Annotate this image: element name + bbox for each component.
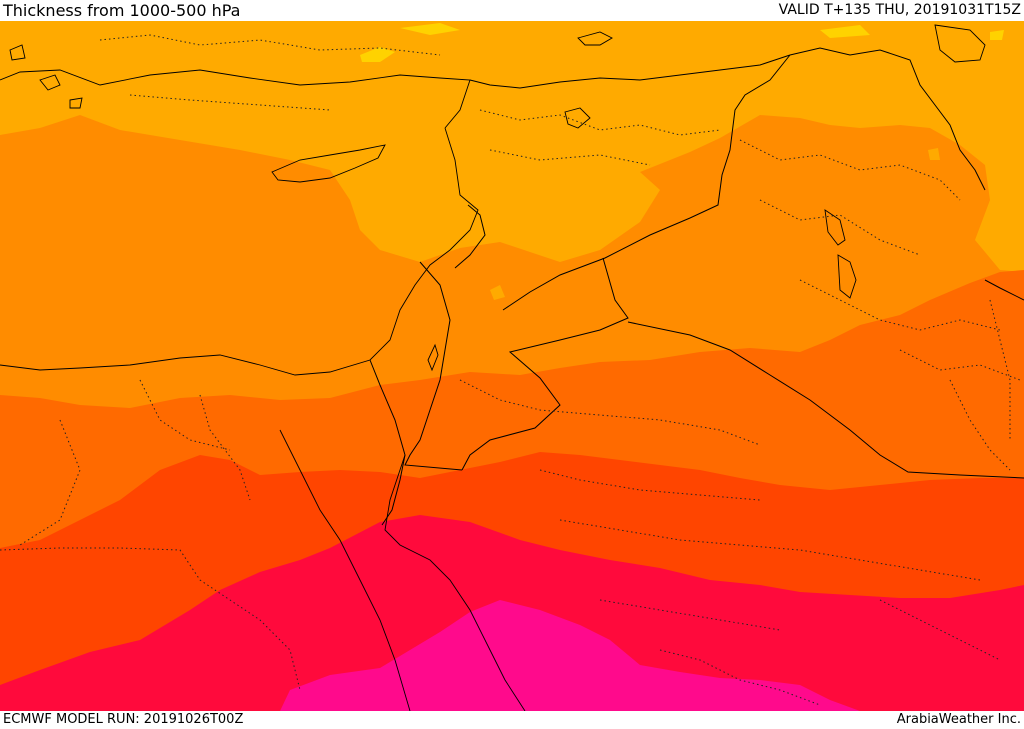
border-syria-iraq xyxy=(502,54,791,311)
coastline-red-sea-east xyxy=(384,454,526,711)
admin-boundary xyxy=(0,547,301,691)
coastline-caspian xyxy=(934,24,986,63)
thickness-map-svg xyxy=(0,21,1024,711)
map-title: Thickness from 1000-500 hPa xyxy=(3,1,241,20)
admin-boundary xyxy=(659,599,1001,706)
band-ffaa00 xyxy=(490,285,505,300)
band-ffd200 xyxy=(820,25,870,38)
admin-boundary xyxy=(99,34,441,111)
border-turkey-syria xyxy=(469,54,791,89)
band-ffaa00 xyxy=(928,148,940,160)
admin-boundary xyxy=(799,279,1021,381)
credit: ArabiaWeather Inc. xyxy=(896,712,1021,727)
admin-boundary xyxy=(19,379,251,546)
band-ffaa00 xyxy=(570,195,615,218)
coastline-lake xyxy=(564,107,591,129)
border-jordan-east xyxy=(461,257,629,471)
admin-boundary xyxy=(949,299,1011,471)
border-kuwait xyxy=(984,279,1024,301)
band-ffd200 xyxy=(360,47,395,62)
valid-time: VALID T+135 THU, 20191031T15Z xyxy=(778,2,1021,18)
footer-bar: ECMWF MODEL RUN: 20191026T00Z ArabiaWeat… xyxy=(0,711,1024,729)
thickness-map xyxy=(0,21,1024,711)
coastline-gulf xyxy=(824,209,857,299)
border-egypt-israel xyxy=(369,359,406,526)
header-bar: Thickness from 1000-500 hPa VALID T+135 … xyxy=(0,0,1024,21)
admin-boundary xyxy=(459,379,761,501)
coastline-anatolia xyxy=(0,69,471,129)
border-levant-inland xyxy=(404,261,463,471)
coastline-levant-egypt xyxy=(0,127,479,376)
band-ffd200 xyxy=(400,23,460,35)
coastline-dead-sea xyxy=(427,343,439,372)
coastline-red-sea-west xyxy=(279,429,411,711)
band-ffd200 xyxy=(990,30,1004,40)
border-iran-iraq xyxy=(789,47,986,191)
border-syria-lebanon xyxy=(454,204,486,269)
model-run: ECMWF MODEL RUN: 20191026T00Z xyxy=(3,712,244,727)
admin-boundary xyxy=(479,109,721,166)
band-ff0a8c xyxy=(280,600,860,711)
coastline-aegean-islands xyxy=(9,44,83,109)
coastline-cyprus xyxy=(271,144,386,183)
coastline-lake-van xyxy=(577,31,613,46)
border-saudi-iraq xyxy=(627,321,1024,479)
admin-boundary xyxy=(559,519,981,631)
